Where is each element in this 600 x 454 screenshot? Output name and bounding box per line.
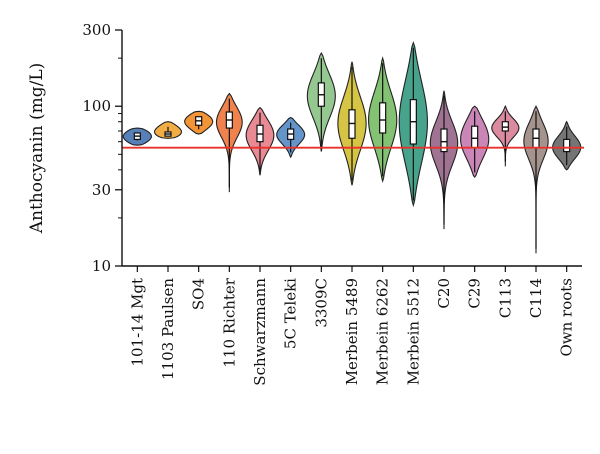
x-tick-label: Schwarzmann [251, 278, 269, 386]
iqr-box-12 [471, 125, 479, 149]
y-tick-label: 300 [82, 21, 111, 39]
x-tick-label: 5C Teleki [282, 278, 300, 349]
labels-layer: 10 30 100 300 101-14 Mgt 1103 Paulsen SO4 110 R… [27, 21, 576, 386]
x-tick-label: 3309C [312, 278, 330, 328]
y-tick-label: 100 [82, 97, 111, 115]
x-tick-label: C114 [527, 278, 545, 318]
x-tick-label: C113 [496, 278, 514, 318]
x-tick-label: Merbein 6262 [374, 278, 392, 385]
x-tick-label: Own roots [558, 278, 576, 357]
y-tick-label: 30 [92, 181, 111, 199]
x-tick-label: 1103 Paulsen [159, 278, 177, 380]
x-tick-label: 101-14 Mgt [128, 278, 146, 367]
y-axis-title: Anthocyanin (mg/L) [27, 63, 47, 235]
iqr-box-15 [563, 138, 571, 153]
x-tick-label: 110 Richter [220, 277, 238, 367]
x-tick-label: Merbein 5489 [343, 278, 361, 385]
y-tick-label: 10 [92, 257, 111, 275]
x-tick-label: SO4 [190, 278, 208, 310]
iqr-box-11 [440, 128, 448, 153]
x-tick-label: C20 [435, 278, 453, 309]
axes-layer [115, 29, 582, 272]
x-tick-label: Merbein 5512 [404, 278, 422, 385]
violins-layer [122, 40, 582, 254]
iqr-box-13 [501, 121, 509, 132]
x-tick-label: C29 [466, 278, 484, 309]
iqr-box-9 [379, 102, 387, 134]
